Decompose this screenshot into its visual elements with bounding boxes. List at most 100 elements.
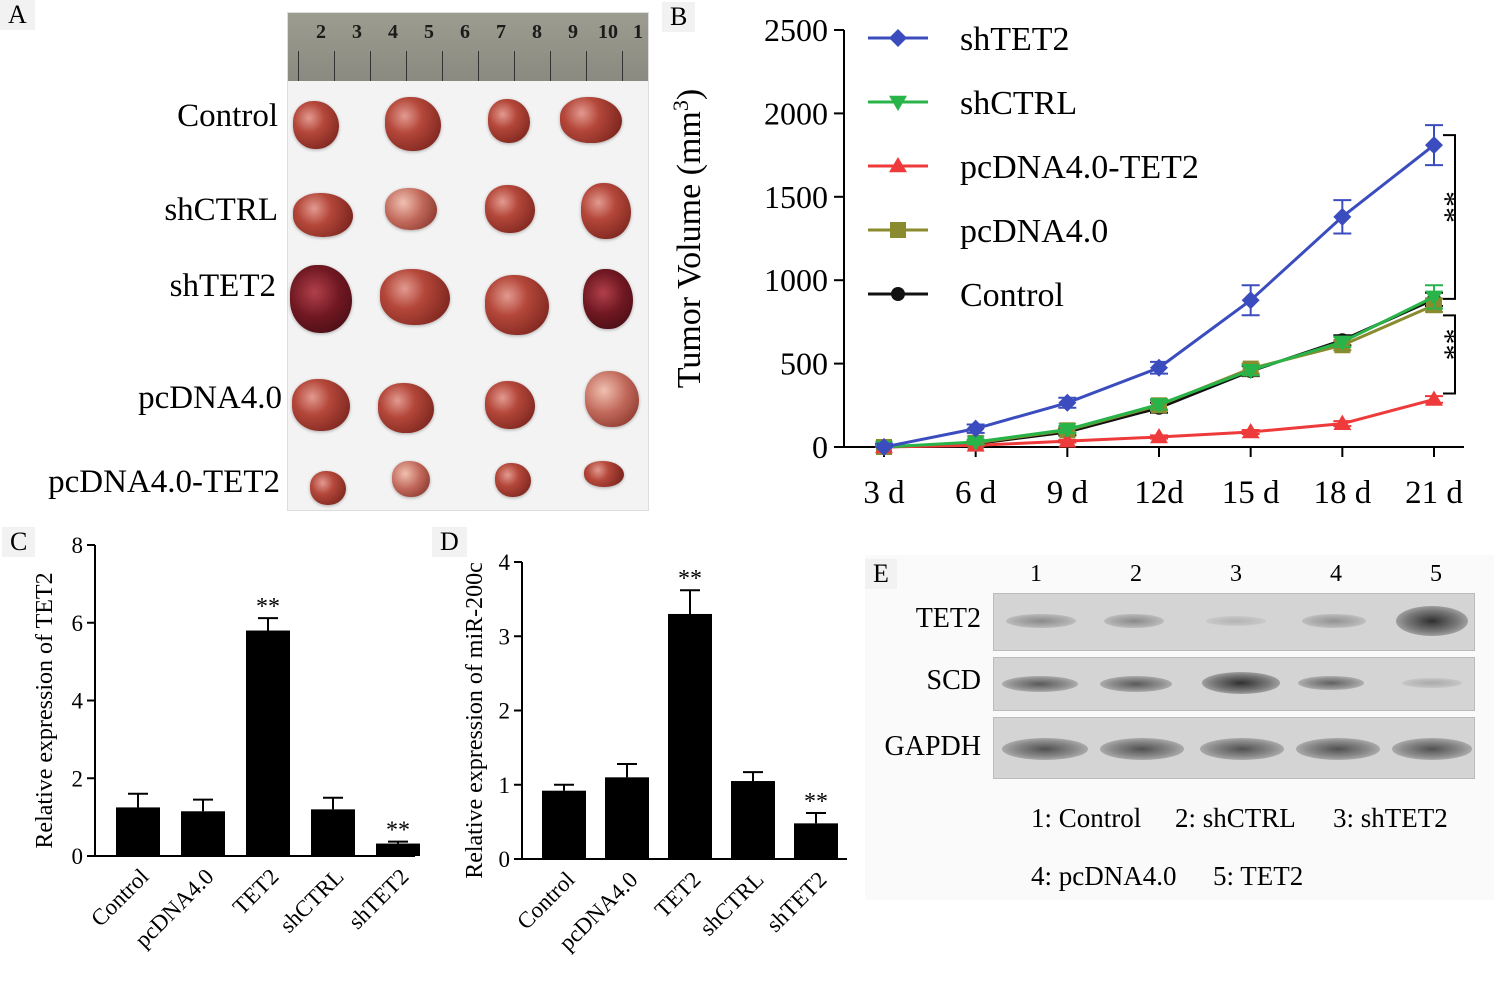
- ruler: 2 3 4 5 6 7 8 9 10 1: [288, 13, 648, 81]
- tumor: [293, 101, 339, 149]
- bar: [668, 613, 712, 859]
- bar: [246, 630, 290, 856]
- data-point: [1150, 398, 1168, 414]
- y-tick-label: 0: [499, 847, 511, 872]
- sig-bracket: [1443, 314, 1456, 395]
- y-axis-label: Tumor Volume (mm3): [668, 89, 709, 388]
- tumor-photo: 2 3 4 5 6 7 8 9 10 1: [287, 12, 649, 511]
- lane-number: 1: [1030, 561, 1042, 587]
- data-point: [1425, 390, 1443, 406]
- lane-number: 3: [1230, 561, 1242, 587]
- bar: [794, 823, 838, 859]
- ruler-number: 10: [598, 21, 618, 43]
- x-tick-label: 12d: [1134, 475, 1184, 511]
- x-tick-label: TET2: [650, 867, 706, 923]
- tumor: [392, 461, 430, 497]
- tumor: [583, 269, 633, 329]
- blot-legend-1: 1: Control: [1031, 803, 1142, 833]
- tumor: [584, 461, 624, 487]
- blot-label-tet2: TET2: [915, 603, 981, 634]
- row-label-pcdna-tet2: pcDNA4.0-TET2: [48, 464, 280, 500]
- ruler-number: 3: [352, 21, 362, 43]
- data-point: [966, 419, 985, 438]
- y-tick-label: 0: [812, 429, 828, 465]
- y-tick-label: 6: [72, 611, 84, 636]
- tumor: [293, 193, 353, 237]
- data-point: [1241, 422, 1260, 439]
- x-tick-label: 3 d: [863, 475, 905, 511]
- row-label-shtet2: shTET2: [169, 268, 276, 304]
- panel-b: B 0 500 1000 1500 2000 2500 3 d 6 d 9 d 12d 15 d 18…: [660, 0, 1494, 520]
- sig-marker: **: [1428, 328, 1464, 360]
- tumor: [585, 371, 639, 427]
- series-shtet2: [875, 124, 1443, 456]
- data-point: [1333, 207, 1352, 226]
- data-point: [1241, 363, 1260, 380]
- sig-marker: **: [1428, 191, 1464, 223]
- ruler-number: 6: [460, 21, 470, 43]
- sig-marker: **: [804, 789, 828, 815]
- bar: [181, 811, 225, 856]
- y-axis-label: Relative expression of TET2: [32, 572, 58, 848]
- y-tick-label: 2: [72, 766, 84, 791]
- data-point: [1425, 290, 1443, 306]
- ruler-number: 2: [316, 21, 326, 43]
- tumor: [310, 471, 346, 505]
- row-label-control: Control: [177, 98, 278, 134]
- data-point: [1425, 136, 1443, 155]
- series-shctrl: [875, 284, 1443, 456]
- panel-label-c: C: [2, 527, 36, 557]
- x-tick-label: shTET2: [761, 867, 831, 937]
- data-point: [1058, 432, 1077, 448]
- bar: [376, 843, 420, 856]
- sig-marker: **: [256, 594, 280, 620]
- panel-label-e: E: [865, 559, 897, 589]
- ruler-number: 5: [424, 21, 434, 43]
- y-tick-label: 3: [499, 624, 511, 649]
- bar: [605, 777, 649, 859]
- x-tick-label: shCTRL: [275, 864, 349, 938]
- legend-marker: [889, 29, 907, 47]
- y-tick-label: 2500: [764, 12, 828, 48]
- blot-tet2: [993, 593, 1475, 651]
- legend-label: Control: [960, 277, 1064, 314]
- data-point: [875, 438, 893, 456]
- tumor-volume-chart: 0 500 1000 1500 2000 2500 3 d 6 d 9 d 12d 15 d 18 d…: [668, 12, 1464, 511]
- legend-marker: [891, 287, 905, 301]
- bar: [542, 790, 586, 859]
- data-point: [1058, 423, 1077, 439]
- blot-label-scd: SCD: [926, 665, 981, 696]
- y-tick-label: 500: [780, 346, 828, 382]
- sig-bracket: [1443, 134, 1456, 300]
- x-tick-label: 18 d: [1313, 475, 1371, 511]
- x-tick-label: shTET2: [343, 864, 413, 934]
- tumor: [485, 381, 535, 429]
- panel-c: C 0 2 4 6 8 Relative expression of TET2 Contro…: [0, 525, 430, 979]
- x-tick-label: shCTRL: [695, 867, 769, 941]
- panel-label-b: B: [662, 2, 696, 32]
- bar: [731, 781, 775, 859]
- blot-scd: [993, 657, 1475, 711]
- data-point: [1058, 393, 1077, 412]
- x-tick-label: 15 d: [1222, 475, 1280, 511]
- tumor: [290, 265, 352, 333]
- blot-label-gapdh: GAPDH: [884, 731, 981, 762]
- lane-number: 4: [1330, 561, 1342, 587]
- data-point: [1241, 291, 1260, 310]
- ruler-number: 1: [633, 21, 643, 43]
- y-tick-label: 2: [499, 699, 511, 724]
- y-axis-label: Relative expression of miR-200c: [462, 562, 488, 879]
- y-tick-label: 8: [72, 533, 84, 558]
- legend-label: pcDNA4.0-TET2: [960, 149, 1199, 186]
- legend-marker: [889, 95, 907, 111]
- ruler-number: 8: [532, 21, 542, 43]
- tumor: [385, 97, 441, 151]
- bar: [311, 809, 355, 856]
- panel-e: E 1 2 3 4 5 TET2 SCD GAPDH 1: Control 2:…: [865, 555, 1494, 900]
- sig-marker: **: [386, 818, 410, 844]
- legend-marker: [890, 222, 906, 238]
- y-tick-label: 1: [499, 773, 511, 798]
- tumor: [380, 269, 450, 325]
